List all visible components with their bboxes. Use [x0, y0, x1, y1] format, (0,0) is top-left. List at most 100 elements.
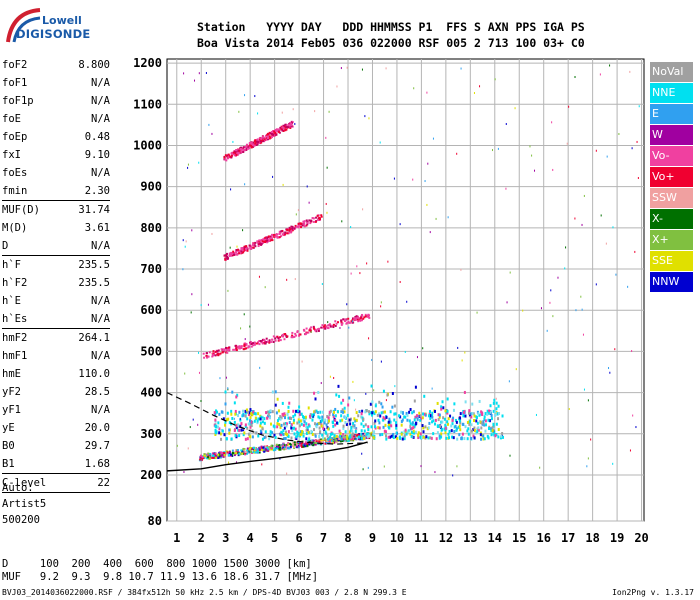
trace-point [317, 415, 320, 419]
noise-point [539, 466, 541, 469]
trace-point [340, 410, 343, 414]
trace-point [323, 325, 325, 328]
trace-point [232, 250, 235, 253]
trace-point [227, 257, 230, 260]
trace-point [493, 430, 496, 434]
noise-point [340, 67, 342, 70]
trace-point [354, 316, 357, 319]
trace-point [233, 150, 236, 153]
trace-point [487, 418, 490, 422]
noise-point [635, 426, 637, 429]
noise-point [187, 163, 189, 166]
trace-point [284, 447, 287, 450]
y-tick-label: 400 [140, 386, 162, 400]
trace-point [282, 444, 285, 447]
trace-point [253, 144, 256, 147]
x-tick-label: 10 [390, 531, 404, 545]
trace-point [240, 248, 243, 251]
trace-point [259, 417, 262, 421]
trace-point [276, 397, 279, 401]
trace-point [491, 426, 494, 430]
trace-point [376, 413, 379, 417]
trace-point [342, 318, 345, 321]
trace-point [446, 397, 449, 401]
trace-point [287, 126, 290, 129]
trace-point [336, 439, 339, 442]
trace-point [228, 348, 231, 351]
trace-point [253, 419, 256, 423]
noise-point [346, 303, 348, 306]
trace-point [240, 449, 243, 452]
trace-point [365, 432, 368, 436]
trace-point [227, 156, 230, 159]
trace-point [252, 145, 255, 148]
trace-point [272, 335, 275, 338]
trace-point [373, 425, 376, 429]
trace-point [327, 416, 330, 420]
trace-point [424, 425, 427, 429]
trace-point [330, 437, 333, 440]
trace-point [205, 352, 208, 355]
trace-point [238, 452, 241, 455]
trace-point [293, 227, 296, 230]
noise-point [198, 351, 200, 354]
noise-point [249, 325, 251, 328]
trace-point [331, 324, 334, 327]
trace-point [300, 442, 303, 445]
param-row: yE 20.0 [2, 419, 110, 437]
trace-point [250, 343, 253, 346]
trace-point [493, 398, 496, 402]
noise-point [393, 177, 395, 180]
trace-point [256, 143, 259, 146]
noise-point [464, 351, 466, 354]
trace-point [267, 132, 270, 135]
trace-point [211, 355, 214, 358]
trace-point [483, 418, 486, 422]
trace-point [212, 452, 215, 455]
trace-point [357, 414, 360, 418]
trace-point [487, 427, 490, 431]
trace-point [447, 422, 450, 426]
trace-point [204, 455, 207, 458]
trace-point [207, 457, 210, 460]
trace-point [229, 254, 232, 257]
trace-point [207, 454, 210, 457]
trace-point [328, 438, 331, 441]
trace-point [234, 151, 237, 154]
trace-point [404, 428, 407, 432]
trace-point [250, 424, 253, 428]
trace-point [326, 434, 329, 438]
trace-point [273, 425, 276, 429]
trace-point [309, 222, 312, 225]
trace-point [329, 432, 332, 436]
trace-point [222, 455, 225, 458]
param-value: 110.0 [78, 368, 110, 380]
trace-point [358, 318, 361, 321]
trace-point [257, 434, 260, 438]
noise-point [634, 250, 636, 253]
trace-point [200, 457, 203, 460]
trace-point [215, 410, 218, 414]
trace-point [297, 224, 300, 227]
trace-point [294, 413, 297, 417]
trace-point [349, 422, 352, 426]
trace-points [176, 64, 640, 477]
trace-point [224, 390, 227, 394]
auto-artist: Artist5 [2, 498, 47, 510]
trace-point [345, 422, 348, 426]
trace-point [283, 338, 286, 341]
trace-point [367, 432, 370, 436]
noise-point [574, 76, 576, 79]
noise-point [580, 295, 582, 298]
trace-point [225, 346, 228, 349]
trace-point [357, 433, 360, 436]
trace-point [302, 220, 305, 223]
trace-point [339, 419, 342, 423]
trace-point [419, 435, 422, 439]
legend-item: W [650, 125, 693, 145]
trace-point [263, 450, 266, 453]
trace-point [382, 389, 385, 393]
trace-point [382, 410, 385, 414]
trace-point [313, 440, 316, 443]
